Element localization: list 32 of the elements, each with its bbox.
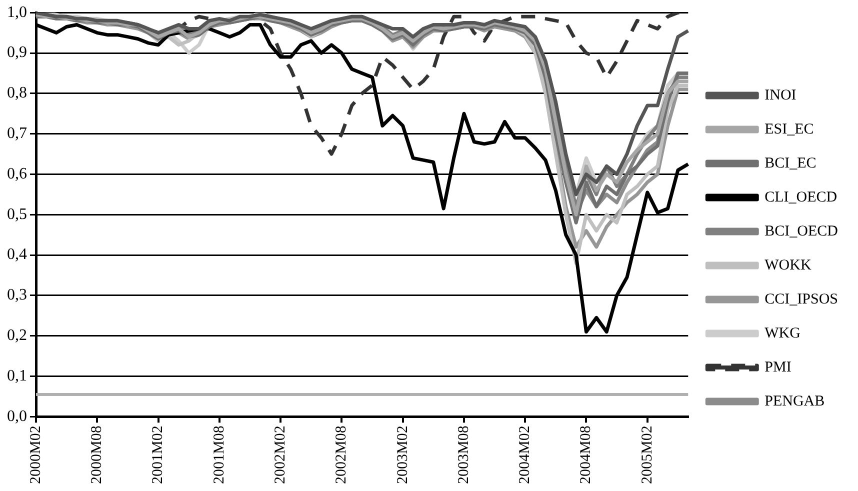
- x-tick-label: 2001M08: [211, 426, 228, 484]
- legend-label: INOI: [764, 87, 796, 104]
- x-tick-label: 2004M02: [517, 426, 534, 484]
- x-tick-label: 2005M02: [639, 426, 656, 484]
- legend-label: CLI_OECD: [764, 189, 838, 206]
- x-tick-label: 2003M02: [394, 426, 411, 484]
- y-tick-label: 0,2: [7, 327, 27, 344]
- x-tick-label: 2003M08: [456, 426, 472, 484]
- y-tick-label: 0,8: [7, 84, 27, 102]
- legend-label: WOKK: [764, 257, 812, 274]
- y-tick-label: 0,7: [7, 125, 27, 142]
- y-tick-label: 0,0: [7, 408, 27, 425]
- legend-label: BCI_OECD: [764, 223, 838, 240]
- legend-label: BCI_EC: [764, 155, 816, 172]
- y-tick-label: 0,5: [7, 206, 27, 223]
- x-tick-label: 2000M02: [28, 426, 44, 484]
- y-tick-label: 0,1: [7, 367, 27, 384]
- y-tick-label: 0,9: [7, 44, 27, 62]
- legend-label: PENGAB: [764, 393, 825, 410]
- x-tick-label: 2000M08: [89, 426, 106, 484]
- legend-label: CCI_IPSOS: [764, 291, 838, 308]
- y-tick-label: 1,0: [7, 4, 27, 21]
- legend-label: ESI_EC: [764, 121, 814, 138]
- y-tick-label: 0,4: [7, 246, 27, 264]
- x-tick-label: 2001M02: [150, 426, 166, 484]
- legend-label: PMI: [764, 359, 792, 376]
- y-tick-label: 0,6: [7, 165, 27, 182]
- x-tick-label: 2004M08: [578, 426, 594, 484]
- x-tick-label: 2002M08: [334, 426, 350, 484]
- y-tick-label: 0,3: [7, 286, 27, 304]
- x-tick-label: 2002M02: [272, 426, 288, 484]
- legend-label: WKG: [764, 325, 801, 342]
